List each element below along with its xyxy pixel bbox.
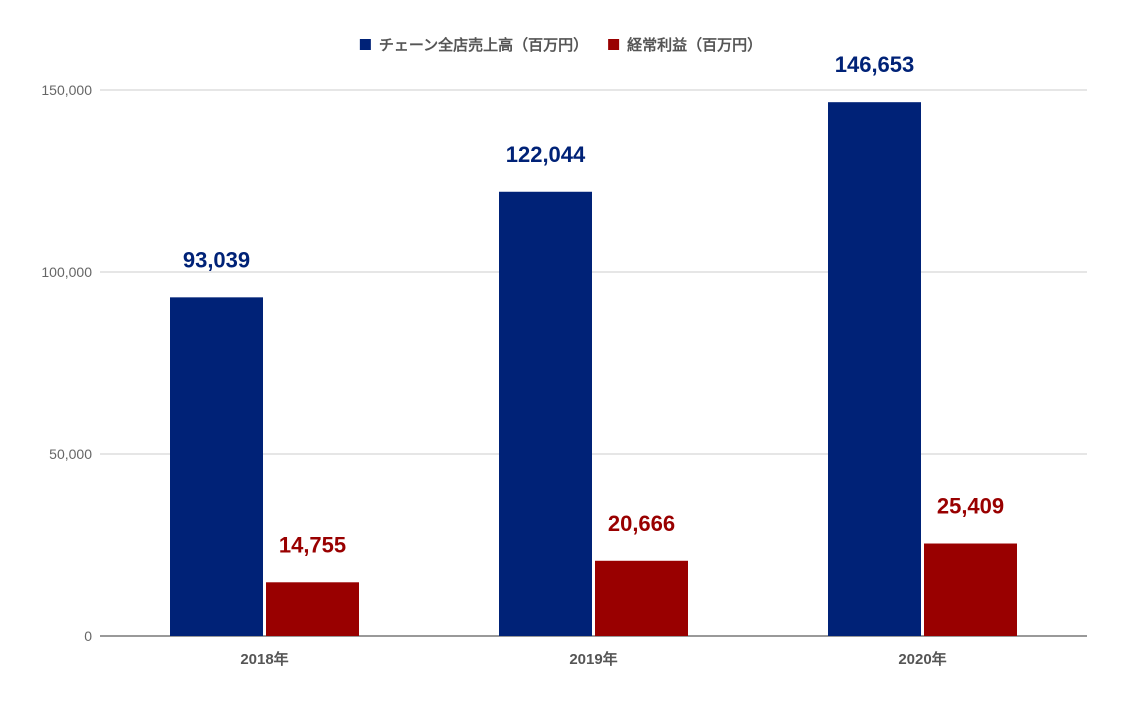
- data-label-profit-0: 14,755: [279, 532, 346, 557]
- legend-item-0: チェーン全店売上高（百万円）: [359, 36, 588, 54]
- legend: チェーン全店売上高（百万円） 経常利益（百万円）: [359, 36, 762, 54]
- x-tick-label: 2018年: [240, 650, 288, 668]
- x-tick-label: 2019年: [569, 650, 617, 668]
- legend-swatch: [359, 39, 371, 50]
- x-axis: 2018年 2019年 2020年: [240, 650, 946, 668]
- y-tick-label: 150,000: [41, 82, 92, 98]
- legend-label: 経常利益（百万円）: [627, 36, 762, 54]
- y-axis: 0 50,000 100,000 150,000: [41, 82, 92, 644]
- data-label-sales-2: 146,653: [835, 52, 915, 77]
- bar-profit-2: [924, 543, 1017, 636]
- gridlines: [100, 89, 1087, 637]
- data-label-profit-2: 25,409: [937, 494, 1004, 519]
- y-tick-label: 50,000: [49, 446, 92, 462]
- bar-sales-1: [499, 191, 592, 637]
- bar-profit-0: [266, 582, 359, 636]
- legend-item-1: 経常利益（百万円）: [608, 36, 762, 54]
- data-label-sales-1: 122,044: [506, 142, 586, 167]
- legend-swatch: [608, 39, 620, 50]
- y-tick-label: 0: [84, 628, 92, 644]
- legend-label: チェーン全店売上高（百万円）: [379, 36, 588, 54]
- data-labels: 93,039 14,755 122,044 20,666 146,653 25,409: [183, 52, 1004, 557]
- bar-sales-0: [170, 297, 263, 636]
- y-tick-label: 100,000: [41, 264, 92, 280]
- data-label-sales-0: 93,039: [183, 247, 250, 272]
- bars: [170, 102, 1017, 637]
- bar-profit-1: [595, 560, 688, 636]
- x-tick-label: 2020年: [898, 650, 946, 668]
- data-label-profit-1: 20,666: [608, 511, 675, 536]
- bar-sales-2: [828, 102, 921, 636]
